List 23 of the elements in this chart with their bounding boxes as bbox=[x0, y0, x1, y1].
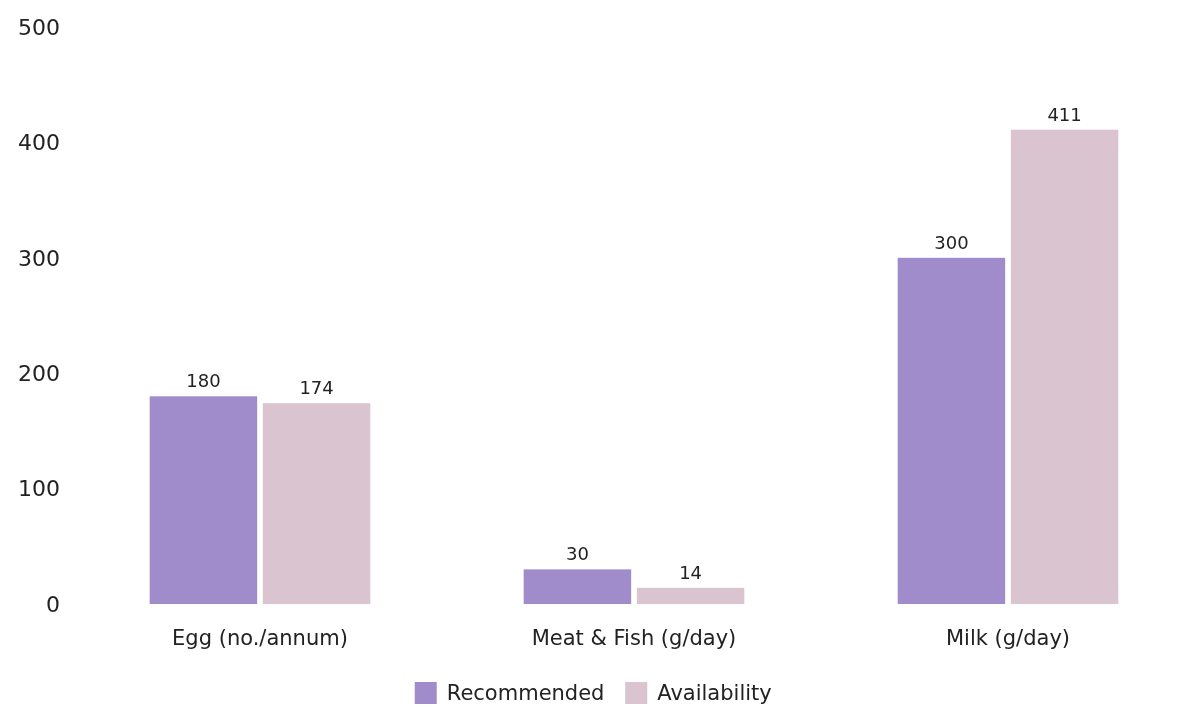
bar bbox=[149, 396, 258, 604]
data-label: 174 bbox=[299, 377, 334, 399]
bar bbox=[262, 403, 371, 604]
legend-label: Availability bbox=[657, 681, 772, 706]
y-tick-label: 500 bbox=[18, 14, 60, 40]
x-tick-label: Milk (g/day) bbox=[945, 626, 1071, 650]
y-tick-label: 300 bbox=[18, 245, 60, 271]
data-label: 411 bbox=[1047, 103, 1082, 125]
y-tick-label: 100 bbox=[18, 476, 60, 502]
bar bbox=[523, 569, 632, 604]
x-tick-label: Meat & Fish (g/day) bbox=[531, 626, 737, 650]
bar bbox=[897, 257, 1006, 604]
data-label: 14 bbox=[679, 561, 703, 583]
bar bbox=[636, 587, 745, 604]
legend-label: Recommended bbox=[446, 681, 605, 706]
y-tick-label: 0 bbox=[46, 591, 60, 617]
x-tick-label: Egg (no./annum) bbox=[172, 626, 348, 650]
y-tick-label: 200 bbox=[18, 360, 60, 386]
y-tick-label: 400 bbox=[18, 130, 60, 156]
data-label: 300 bbox=[934, 231, 969, 253]
data-label: 30 bbox=[565, 543, 589, 565]
data-label: 180 bbox=[186, 370, 221, 392]
bar bbox=[1010, 129, 1119, 604]
